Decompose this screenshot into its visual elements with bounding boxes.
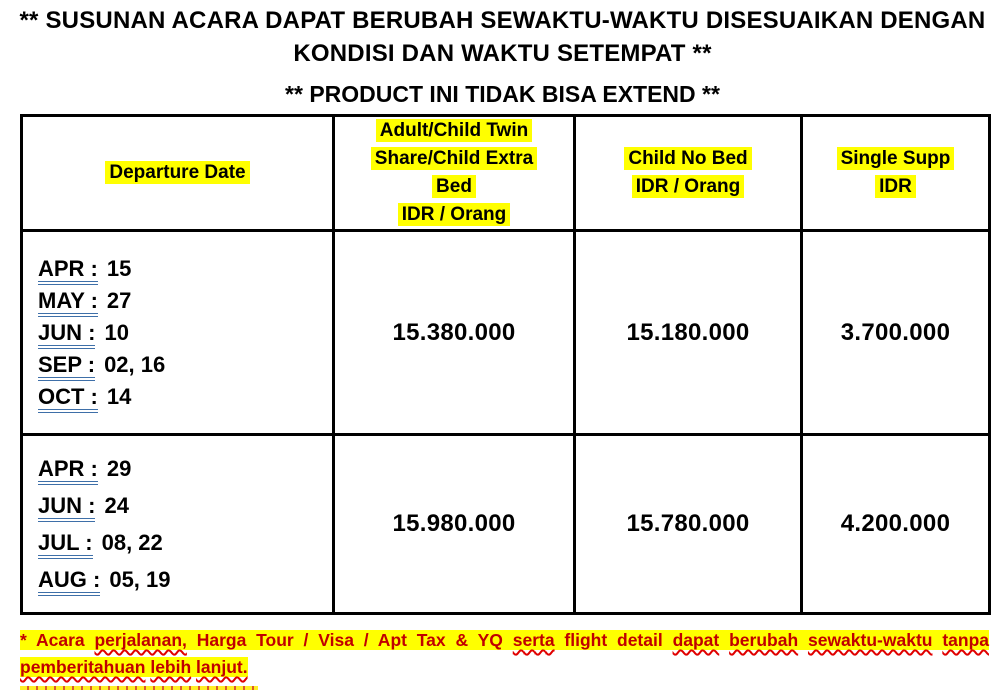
header-highlight-text: IDR <box>875 175 916 198</box>
adult-child-twin-share-price: 15.380.000 <box>332 229 576 436</box>
child-no-bed-price: 15.780.000 <box>573 433 803 615</box>
departure-days: 05, 19 <box>109 567 171 592</box>
price-row-2: APR : 29 JUN : 24 JUL : 08, 22 AUG : 05, 19 15.9… <box>20 433 991 615</box>
footer-word-misspelled: berubah <box>729 630 799 650</box>
departure-date: AUG : 05, 19 <box>38 561 332 598</box>
footer-text <box>932 630 943 650</box>
departure-date: OCT : 14 <box>38 381 332 413</box>
header-highlight-text: Child No Bed <box>624 147 752 170</box>
footer-text: flight detail <box>554 630 673 650</box>
departure-date: JUN : 24 <box>38 487 332 524</box>
departure-month: OCT : <box>38 383 98 413</box>
departure-month: JUN : <box>38 493 96 522</box>
page-subtitle: ** PRODUCT INI TIDAK BISA EXTEND ** <box>285 81 720 107</box>
footer-word-misspelled: lebih <box>150 657 192 677</box>
header-highlight-text: Departure Date <box>105 161 250 184</box>
departure-month: APR : <box>38 456 98 485</box>
header-highlight-text: Single Supp <box>836 147 955 170</box>
footer-text: Harga Tour / Visa / Apt Tax & YQ <box>186 630 513 650</box>
page-title: ** SUSUNAN ACARA DAPAT BERUBAH SEWAKTU-W… <box>0 4 1005 70</box>
departure-days: 14 <box>106 383 132 409</box>
footer-word-misspelled: lanjut. <box>196 657 248 677</box>
departure-date: MAY : 27 <box>38 285 332 317</box>
departure-days: 24 <box>104 493 129 518</box>
footer-word-misspelled: pemberitahuan <box>20 657 146 677</box>
single-supp-price: 4.200.000 <box>800 433 991 615</box>
footer-text <box>719 630 730 650</box>
title-line-1: ** SUSUNAN ACARA DAPAT BERUBAH SEWAKTU-W… <box>19 7 986 34</box>
header-highlight-text: Adult/Child Twin Share/Child Extra Bed <box>370 119 538 198</box>
departure-days: 08, 22 <box>101 530 163 555</box>
departure-days: 10 <box>104 319 129 345</box>
footer-word-misspelled: serta <box>512 630 555 650</box>
departure-days: 15 <box>106 255 132 281</box>
footer-word-misspelled: sewaktu-waktu <box>807 630 933 650</box>
column-header-1: Departure Date <box>20 114 335 232</box>
column-header-2: Adult/Child Twin Share/Child Extra Bed ID… <box>332 114 576 232</box>
departure-month: APR : <box>38 255 98 285</box>
footer-word-misspelled: tanpa <box>942 630 989 650</box>
departure-date: APR : 15 <box>38 253 332 285</box>
child-no-bed-price: 15.180.000 <box>573 229 803 436</box>
departure-month: JUN : <box>38 319 96 349</box>
departure-date: JUN : 10 <box>38 317 332 349</box>
footer-word-misspelled: perjalanan, <box>94 630 187 650</box>
footer-text <box>145 657 151 677</box>
table-header-row: Departure Date Adult/Child Twin Share/Chi… <box>20 114 991 232</box>
departure-month: MAY : <box>38 287 98 317</box>
departure-days: 27 <box>106 287 132 313</box>
departure-dates-cell: APR : 29 JUN : 24 JUL : 08, 22 AUG : 05, 19 <box>20 433 335 615</box>
footer-text: * Acara <box>20 630 95 650</box>
price-row-1: APR : 15 MAY : 27 JUN : 10 SEP : 02, 16 OCT : 14 1… <box>20 229 991 436</box>
departure-date: APR : 29 <box>38 450 332 487</box>
departure-date: SEP : 02, 16 <box>38 349 332 381</box>
column-header-4: Single Supp IDR <box>800 114 991 232</box>
footer-text <box>191 657 197 677</box>
title-line-2: KONDISI DAN WAKTU SETEMPAT ** <box>293 40 712 67</box>
adult-child-twin-share-price: 15.980.000 <box>332 433 576 615</box>
footer-word-misspelled: dapat <box>672 630 720 650</box>
footer-text <box>798 630 808 650</box>
departure-month: AUG : <box>38 567 101 596</box>
document-page: ** SUSUNAN ACARA DAPAT BERUBAH SEWAKTU-W… <box>0 4 1005 690</box>
departure-date: JUL : 08, 22 <box>38 524 332 561</box>
header-highlight-text: IDR / Orang <box>397 203 511 226</box>
footer-disclaimer: * Acara perjalanan, Harga Tour / Visa / … <box>20 627 989 681</box>
column-header-3: Child No Bed IDR / Orang <box>573 114 803 232</box>
departure-month: JUL : <box>38 530 93 559</box>
single-supp-price: 3.700.000 <box>800 229 991 436</box>
cutoff-text-strip <box>20 686 258 690</box>
price-table: Departure Date Adult/Child Twin Share/Chi… <box>20 114 991 615</box>
departure-month: SEP : <box>38 351 96 381</box>
departure-dates-cell: APR : 15 MAY : 27 JUN : 10 SEP : 02, 16 OCT : 14 <box>20 229 335 436</box>
departure-days: 02, 16 <box>104 351 166 377</box>
departure-days: 29 <box>106 456 132 481</box>
header-highlight-text: IDR / Orang <box>631 175 745 198</box>
